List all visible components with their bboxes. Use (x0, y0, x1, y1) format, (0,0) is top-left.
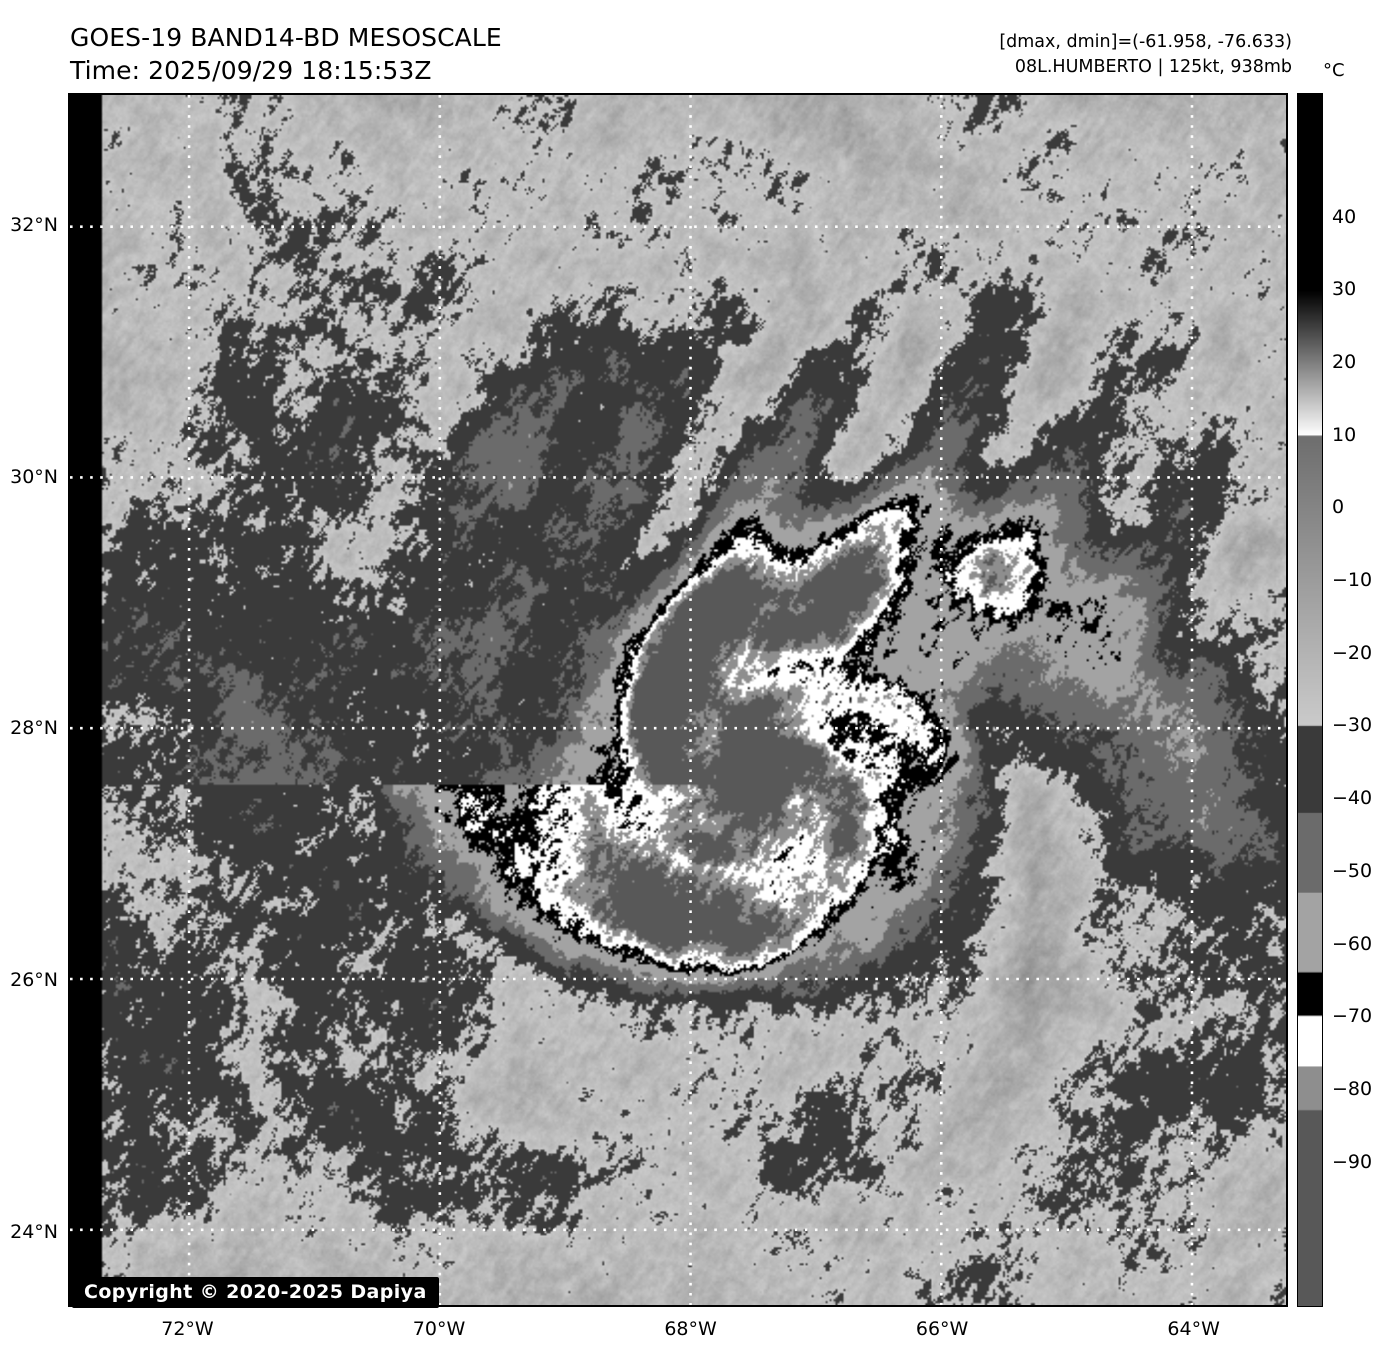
lon-tick-label: 70°W (412, 1318, 466, 1340)
title-block: GOES-19 BAND14-BD MESOSCALE Time: 2025/0… (70, 22, 502, 87)
colorbar-tick-label: −70 (1332, 1005, 1373, 1028)
satellite-imagery-canvas (70, 95, 1286, 1305)
metadata-block: [dmax, dmin]=(-61.958, -76.633) 08L.HUMB… (999, 30, 1292, 81)
colorbar-tick-label: 40 (1332, 205, 1357, 228)
lat-tick-label: 26°N (10, 968, 58, 991)
lon-tick-label: 64°W (1167, 1318, 1220, 1340)
colorbar-tick-label: −80 (1332, 1077, 1373, 1100)
lat-tick-label: 30°N (10, 465, 58, 488)
colorbar-tick-label: −90 (1332, 1150, 1373, 1173)
lat-tick-label: 28°N (10, 717, 58, 740)
colorbar-tick-label: −10 (1332, 569, 1373, 592)
copyright-watermark: Copyright © 2020-2025 Dapiya (72, 1277, 439, 1308)
colorbar-tick-label: −30 (1332, 714, 1373, 737)
satellite-image-plot[interactable] (68, 93, 1288, 1307)
lon-tick-label: 72°W (161, 1318, 214, 1340)
colorbar-gradient (1298, 94, 1322, 1306)
storm-info-readout: 08L.HUMBERTO | 125kt, 938mb (1014, 57, 1292, 78)
colorbar-tick-label: −60 (1332, 932, 1373, 955)
colorbar[interactable] (1297, 93, 1323, 1307)
dmax-dmin-readout: [dmax, dmin]=(-61.958, -76.633) (999, 32, 1292, 52)
colorbar-unit-label: °C (1323, 60, 1345, 81)
colorbar-tick-label: −50 (1332, 859, 1373, 882)
lat-tick-label: 32°N (10, 214, 58, 237)
page-title: GOES-19 BAND14-BD MESOSCALE (70, 23, 502, 52)
colorbar-tick-label: 20 (1332, 350, 1357, 373)
lon-tick-label: 66°W (915, 1318, 969, 1340)
lat-tick-label: 24°N (10, 1220, 58, 1243)
colorbar-tick-label: 10 (1332, 423, 1357, 446)
colorbar-tick-label: −40 (1332, 787, 1373, 810)
colorbar-tick-label: −20 (1332, 641, 1373, 664)
colorbar-tick-label: 0 (1332, 496, 1345, 519)
colorbar-tick-label: 30 (1332, 278, 1357, 301)
lon-tick-label: 68°W (664, 1318, 717, 1340)
timestamp-line: Time: 2025/09/29 18:15:53Z (70, 55, 432, 85)
